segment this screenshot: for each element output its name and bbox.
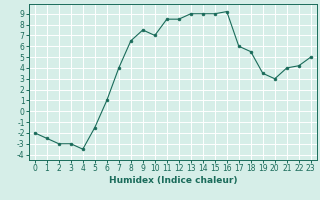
X-axis label: Humidex (Indice chaleur): Humidex (Indice chaleur) (108, 176, 237, 185)
